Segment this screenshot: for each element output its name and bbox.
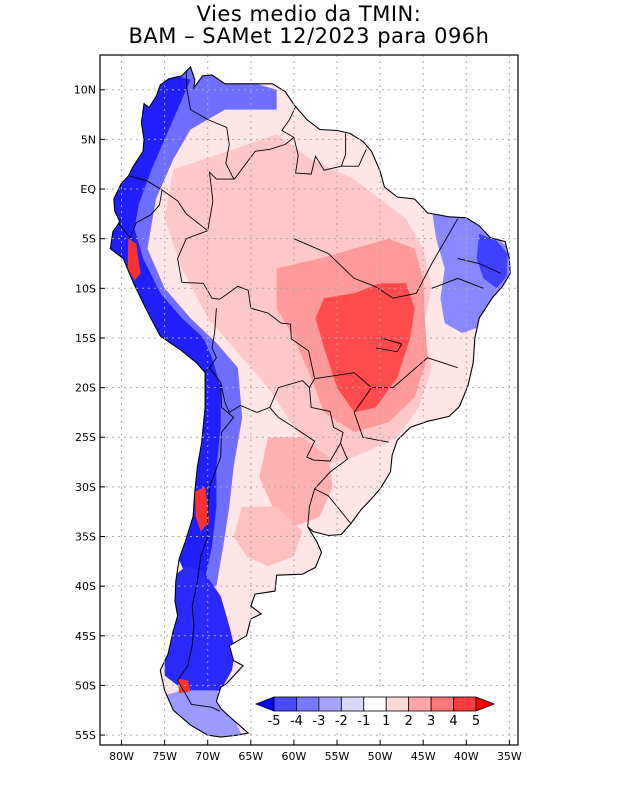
border-line (313, 443, 352, 524)
lon-tick-label: 65W (238, 750, 263, 763)
longitude-axis: 80W 75W 70W 65W 60W 55W 50W 45W 40W 35W (109, 740, 522, 763)
colorbar-label: 4 (449, 714, 457, 729)
border-line (293, 133, 347, 175)
lat-tick-label: 55S (75, 729, 96, 742)
colorbar: -5 -4 -3 -2 -1 1 2 3 4 5 (252, 690, 500, 732)
lat-tick-label: 5N (81, 133, 96, 146)
border-line (353, 387, 389, 443)
lon-tick-label: 50W (368, 750, 393, 763)
colorbar-swatch (363, 696, 387, 712)
lat-tick-label: 15S (75, 332, 96, 345)
lat-tick-label: 10N (74, 84, 96, 97)
colorbar-max-arrow (475, 696, 496, 712)
border-line (341, 149, 367, 167)
andes-warm-spot-south (177, 678, 191, 694)
border-line (307, 488, 316, 527)
map-title-line1: Vies medio da TMIN: (196, 2, 422, 26)
lat-tick-label: 45S (75, 630, 96, 643)
colorbar-label: 2 (405, 714, 413, 729)
andes-warm-spot-central (194, 486, 210, 532)
colorbar-label: 1 (382, 714, 390, 729)
andes-warm-spot-north (127, 238, 141, 281)
lat-tick-label: 5S (82, 233, 96, 246)
lon-tick-label: 80W (109, 750, 134, 763)
chaco-warm-bias (259, 437, 333, 527)
colorbar-label: -4 (290, 714, 303, 729)
colorbar-swatch (430, 696, 454, 712)
lon-tick-label: 70W (195, 750, 220, 763)
border-line (209, 367, 310, 414)
colorbar-swatch (273, 696, 297, 712)
central-brazil-strong-warm-bias (315, 283, 415, 413)
colorbar-swatch (296, 696, 320, 712)
colorbar-swatch (408, 696, 432, 712)
patagonia-cold-bias (164, 566, 236, 696)
lat-tick-label: 40S (75, 580, 96, 593)
lat-tick-label: 10S (75, 282, 96, 295)
colorbar-swatch (340, 696, 365, 712)
map-title-line2: BAM – SAMet 12/2023 para 096h (128, 24, 490, 48)
border-line (375, 337, 403, 353)
graticule (100, 55, 518, 745)
lat-tick-label: 20S (75, 382, 96, 395)
political-borders (117, 71, 501, 712)
bias-field (110, 66, 510, 738)
colorbar-label: -1 (357, 714, 370, 729)
colorbar-label: 5 (472, 714, 480, 729)
border-line (431, 277, 484, 289)
border-line (117, 175, 163, 239)
lat-tick-label: 30S (75, 481, 96, 494)
lat-tick-label: 35S (75, 531, 96, 544)
colorbar-label: -2 (335, 714, 348, 729)
northeast-brazil-strong-cold-bias (476, 233, 508, 289)
lat-tick-label: 25S (75, 431, 96, 444)
lon-tick-label: 75W (152, 750, 177, 763)
lon-tick-label: 45W (411, 750, 436, 763)
colorbar-label: 3 (427, 714, 435, 729)
border-line (457, 258, 501, 274)
border-line (161, 189, 208, 232)
colorbar-swatch (453, 696, 477, 712)
border-line (234, 106, 297, 180)
border-line (431, 218, 459, 264)
lon-tick-label: 35W (497, 750, 522, 763)
border-line (204, 308, 217, 373)
latitude-axis: 10N 5N EQ 5S 10S 15S 20S 25S 30S 35S 40S 45S 50S 55S (74, 84, 105, 742)
colorbar-label: -3 (312, 714, 325, 729)
border-line (185, 71, 235, 180)
colorbar-label: -5 (268, 714, 281, 729)
border-line (293, 238, 433, 299)
border-line (177, 382, 235, 712)
map-frame (99, 54, 519, 746)
border-line (177, 170, 316, 388)
colorbar-swatch (385, 696, 410, 712)
colorbar-swatch (318, 696, 342, 712)
lat-tick-label: 50S (75, 679, 96, 692)
lon-tick-label: 55W (325, 750, 350, 763)
lat-tick-label: EQ (80, 183, 96, 196)
lon-tick-label: 40W (454, 750, 479, 763)
coastline (109, 65, 511, 738)
lon-tick-label: 60W (281, 750, 306, 763)
